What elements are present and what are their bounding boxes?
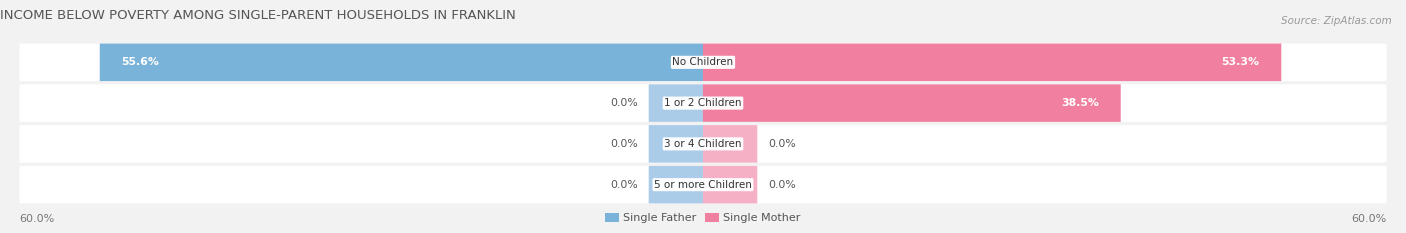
Text: 60.0%: 60.0% <box>20 214 55 224</box>
Text: 5 or more Children: 5 or more Children <box>654 180 752 190</box>
FancyBboxPatch shape <box>703 125 758 163</box>
Text: 60.0%: 60.0% <box>1351 214 1386 224</box>
Text: 0.0%: 0.0% <box>768 180 796 190</box>
FancyBboxPatch shape <box>703 44 1281 81</box>
Text: No Children: No Children <box>672 57 734 67</box>
Text: INCOME BELOW POVERTY AMONG SINGLE-PARENT HOUSEHOLDS IN FRANKLIN: INCOME BELOW POVERTY AMONG SINGLE-PARENT… <box>0 9 516 22</box>
Text: 3 or 4 Children: 3 or 4 Children <box>664 139 742 149</box>
Text: 1 or 2 Children: 1 or 2 Children <box>664 98 742 108</box>
Legend: Single Father, Single Mother: Single Father, Single Mother <box>600 208 806 227</box>
FancyBboxPatch shape <box>648 166 703 203</box>
Text: 0.0%: 0.0% <box>768 139 796 149</box>
FancyBboxPatch shape <box>20 166 1386 203</box>
FancyBboxPatch shape <box>20 44 1386 81</box>
FancyBboxPatch shape <box>20 125 1386 163</box>
Text: 38.5%: 38.5% <box>1062 98 1099 108</box>
Text: 0.0%: 0.0% <box>610 98 638 108</box>
Text: 53.3%: 53.3% <box>1222 57 1260 67</box>
FancyBboxPatch shape <box>20 84 1386 122</box>
FancyBboxPatch shape <box>703 84 1121 122</box>
Text: 0.0%: 0.0% <box>610 139 638 149</box>
FancyBboxPatch shape <box>100 44 703 81</box>
FancyBboxPatch shape <box>703 166 758 203</box>
FancyBboxPatch shape <box>648 125 703 163</box>
FancyBboxPatch shape <box>648 84 703 122</box>
Text: 0.0%: 0.0% <box>610 180 638 190</box>
Text: 55.6%: 55.6% <box>121 57 159 67</box>
Text: Source: ZipAtlas.com: Source: ZipAtlas.com <box>1281 16 1392 26</box>
